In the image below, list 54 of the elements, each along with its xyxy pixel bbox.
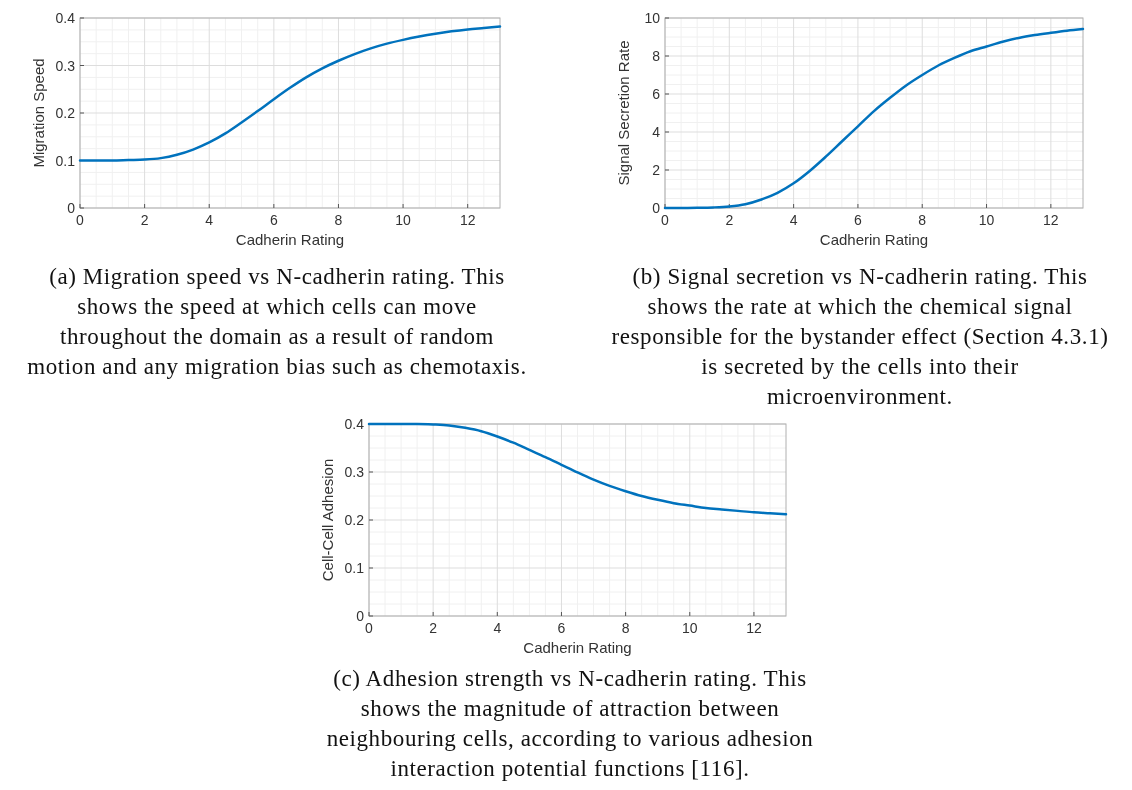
x-tick-label: 2	[140, 212, 149, 228]
y-tick-label: 6	[652, 86, 661, 102]
y-tick-label: 0.2	[344, 512, 365, 528]
text: neighbouring cells, according to various adhesion	[325, 725, 815, 753]
y-tick-label: 10	[644, 10, 661, 26]
x-tick-label: 4	[205, 212, 214, 228]
x-tick-label: 6	[269, 212, 278, 228]
text: (a) Migration speed vs N-cadherin rating. This	[48, 263, 506, 291]
x-axis-title: Cadherin Rating	[235, 231, 345, 248]
y-tick-label: 0	[652, 200, 661, 216]
text: is secreted by the cells into their	[700, 353, 1020, 381]
y-tick-label: 0.1	[55, 152, 76, 169]
text: shows the magnitude of attraction between	[359, 695, 781, 723]
x-tick-label: 10	[681, 620, 698, 636]
y-tick-label: 0	[67, 200, 76, 216]
y-tick-label: 0.1	[344, 560, 365, 576]
y-axis-title: Cell-Cell Adhesion	[319, 458, 336, 582]
y-tick-label: 0.4	[55, 10, 76, 26]
text: shows the rate at which the chemical signal	[646, 293, 1074, 321]
text: responsible for the bystander effect (Section 4.3.1)	[610, 323, 1110, 351]
y-tick-label: 4	[652, 124, 661, 140]
y-tick-label: 0	[356, 608, 365, 624]
y-tick-label: 0.4	[344, 416, 365, 432]
y-tick-label: 0.3	[344, 464, 365, 480]
x-tick-label: 8	[621, 620, 630, 636]
x-tick-label: 12	[459, 212, 476, 228]
text: (b) Signal secretion vs N-cadherin rating. This	[631, 263, 1089, 291]
text: shows the speed at which cells can move	[76, 293, 478, 321]
text: throughout the domain as a result of random	[59, 323, 495, 351]
y-tick-label: 0.2	[55, 105, 76, 121]
line-series	[78, 25, 502, 162]
x-tick-label: 10	[978, 212, 995, 228]
x-tick-label: 8	[918, 212, 927, 228]
y-tick-label: 0.3	[55, 57, 76, 74]
x-tick-label: 8	[334, 212, 343, 228]
x-tick-label: 2	[429, 620, 438, 636]
text: microenvironment.	[766, 383, 954, 411]
x-tick-label: 6	[854, 212, 863, 228]
y-tick-label: 8	[652, 48, 661, 64]
x-tick-label: 6	[557, 620, 566, 636]
x-tick-label: 12	[746, 620, 762, 636]
y-tick-label: 2	[652, 162, 661, 178]
x-tick-label: 4	[493, 620, 502, 636]
y-axis-title: Signal Secretion Rate	[615, 40, 632, 186]
x-axis-title: Cadherin Rating	[523, 639, 632, 656]
text: motion and any migration bias such as chemotaxis.	[26, 353, 528, 381]
x-axis-title: Cadherin Rating	[819, 231, 929, 248]
x-tick-label: 10	[395, 212, 412, 228]
text: (c) Adhesion strength vs N-cadherin rating. This	[332, 665, 808, 693]
y-axis-title: Migration Speed	[30, 58, 47, 168]
x-tick-label: 2	[725, 212, 734, 228]
x-tick-label: 12	[1043, 212, 1059, 228]
text: interaction potential functions [116].	[389, 755, 751, 783]
x-tick-label: 4	[789, 212, 798, 228]
